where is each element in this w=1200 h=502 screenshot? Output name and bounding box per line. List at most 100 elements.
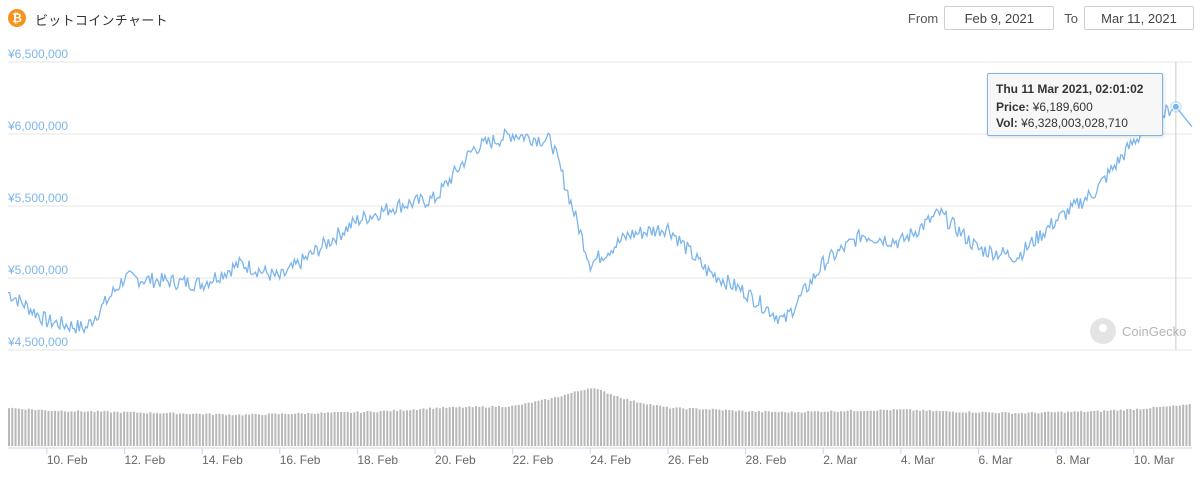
volume-bar	[182, 413, 185, 446]
volume-bar	[86, 411, 89, 446]
volume-bar	[567, 393, 570, 446]
volume-bar	[290, 414, 293, 446]
volume-bar	[1096, 410, 1099, 446]
volume-bar	[909, 409, 912, 446]
volume-bar	[711, 408, 714, 446]
volume-bar	[1001, 412, 1004, 446]
volume-bar	[491, 405, 494, 446]
volume-bar	[333, 411, 336, 446]
volume-bar	[1149, 408, 1152, 446]
from-date-input[interactable]: Feb 9, 2021	[944, 6, 1055, 30]
volume-bar	[580, 390, 583, 446]
volume-bar	[826, 411, 829, 446]
volume-bar	[231, 415, 234, 446]
volume-bar	[866, 410, 869, 446]
volume-bar	[205, 413, 208, 446]
volume-bar	[119, 412, 122, 446]
volume-bar	[1090, 411, 1093, 446]
volume-bar	[31, 409, 34, 446]
volume-bar	[323, 412, 326, 446]
volume-bar	[44, 410, 47, 446]
volume-bar	[475, 406, 478, 446]
volume-bar	[211, 414, 214, 446]
volume-bar	[313, 414, 316, 446]
volume-bar	[849, 409, 852, 446]
volume-bar	[412, 409, 415, 446]
volume-bar	[534, 401, 537, 446]
volume-bar	[790, 411, 793, 446]
volume-bar	[1083, 412, 1086, 446]
price-chart[interactable]: ¥4,500,000 ¥5,000,000 ¥5,500,000 ¥6,000,000…	[0, 36, 1200, 502]
volume-bar	[304, 414, 306, 446]
volume-bar	[1136, 408, 1139, 446]
volume-bar	[984, 412, 987, 446]
volume-bar	[399, 409, 402, 446]
volume-bar	[1175, 405, 1178, 446]
volume-bar	[540, 399, 543, 446]
volume-bar	[369, 411, 372, 446]
volume-bar	[879, 409, 882, 446]
volume-bar	[1178, 405, 1181, 446]
volume-bar	[422, 408, 425, 446]
volume-bar	[991, 412, 994, 446]
volume-bar	[1099, 411, 1102, 446]
x-tick-label: 14. Feb	[202, 453, 243, 467]
volume-bar	[971, 412, 974, 446]
volume-bar	[37, 409, 40, 446]
volume-bar	[60, 410, 63, 446]
volume-bar	[682, 408, 685, 446]
volume-bar	[757, 410, 760, 446]
volume-bar	[1132, 410, 1135, 446]
volume-bar	[80, 411, 83, 446]
volume-bar	[593, 388, 596, 446]
volume-bar	[284, 413, 287, 446]
coingecko-watermark: CoinGecko	[1090, 318, 1186, 344]
volume-bar	[997, 413, 1000, 446]
volume-bar	[1152, 406, 1155, 446]
volume-bar	[764, 411, 767, 446]
volume-bar	[600, 390, 602, 446]
volume-bar	[511, 405, 514, 446]
volume-bar	[257, 414, 260, 446]
volume-bar	[21, 409, 24, 446]
volume-bar	[129, 411, 132, 446]
x-tick-label: 28. Feb	[746, 453, 787, 467]
y-tick-label: ¥6,500,000	[7, 47, 68, 61]
to-label: To	[1064, 10, 1078, 26]
volume-bar	[678, 407, 681, 446]
volume-bar	[501, 407, 504, 446]
volume-bar	[267, 413, 270, 446]
tooltip-vol-value: ¥6,328,003,028,710	[1021, 116, 1128, 130]
volume-bar	[251, 413, 254, 446]
volume-bar	[1034, 412, 1037, 446]
volume-bar	[225, 415, 228, 446]
volume-bar	[807, 411, 810, 446]
volume-bar	[156, 413, 158, 446]
volume-bar	[836, 411, 839, 446]
volume-bar	[1116, 410, 1119, 446]
volume-bar	[445, 407, 448, 446]
volume-bar	[1027, 412, 1030, 446]
volume-bar	[771, 412, 774, 446]
watermark-text: CoinGecko	[1122, 323, 1187, 339]
volume-bar	[780, 411, 783, 446]
volume-bar	[1011, 413, 1014, 446]
volume-bar	[392, 409, 395, 446]
x-tick-label: 22. Feb	[513, 453, 554, 467]
volume-bar	[961, 412, 964, 446]
volume-bar	[777, 412, 780, 446]
volume-bar	[1162, 406, 1165, 446]
to-date-input[interactable]: Mar 11, 2021	[1084, 6, 1194, 30]
volume-bar	[1103, 410, 1106, 446]
volume-bar	[734, 411, 737, 446]
from-label: From	[907, 10, 939, 26]
volume-bar	[820, 412, 823, 446]
volume-bar	[935, 410, 938, 446]
volume-bar	[432, 408, 435, 446]
volume-bar	[382, 410, 385, 446]
volume-bar	[912, 410, 915, 446]
volume-bar	[248, 414, 251, 446]
volume-bar	[517, 404, 520, 446]
volume-bar	[662, 406, 665, 446]
volume-bar	[902, 409, 905, 446]
